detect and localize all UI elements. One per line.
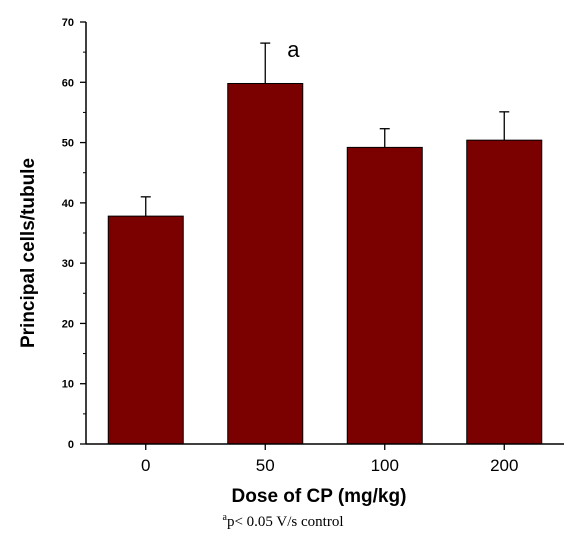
bar-200 [466, 139, 543, 445]
y-tick-label-30: 30 [62, 258, 74, 270]
significance-annotation: a [287, 37, 300, 62]
x-tick-label-200: 200 [490, 456, 518, 475]
y-tick-label-0: 0 [68, 439, 74, 451]
x-tick-label-0: 0 [141, 456, 150, 475]
y-tick-label-50: 50 [62, 138, 74, 150]
x-tick-label-100: 100 [371, 456, 399, 475]
y-tick-label-70: 70 [62, 17, 74, 29]
footnote-superscript: a [222, 512, 227, 523]
error-bars-layer [140, 42, 510, 217]
bar-100 [346, 146, 423, 445]
footnote: ap< 0.05 V/s control [0, 512, 566, 531]
y-axis-label: Principal cells/tubule [18, 158, 39, 348]
bar-chart: 0 10 20 30 40 50 60 70 0 50 100 200 a Dose of CP (mg/… [18, 17, 564, 507]
x-tick-label-50: 50 [256, 456, 275, 475]
y-tick-label-60: 60 [62, 77, 74, 89]
y-tick-label-10: 10 [62, 379, 74, 391]
y-tick-label-20: 20 [62, 318, 74, 330]
bars-layer [107, 82, 543, 445]
bar-0 [107, 215, 184, 445]
labels-layer: 0 10 20 30 40 50 60 70 0 50 100 200 a Dose of CP (mg/… [18, 17, 518, 507]
footnote-text: p< 0.05 V/s control [226, 514, 344, 530]
bar-50 [227, 82, 304, 445]
y-tick-label-40: 40 [62, 198, 74, 210]
axes-layer [80, 21, 564, 450]
x-axis-label: Dose of CP (mg/kg) [232, 486, 407, 507]
